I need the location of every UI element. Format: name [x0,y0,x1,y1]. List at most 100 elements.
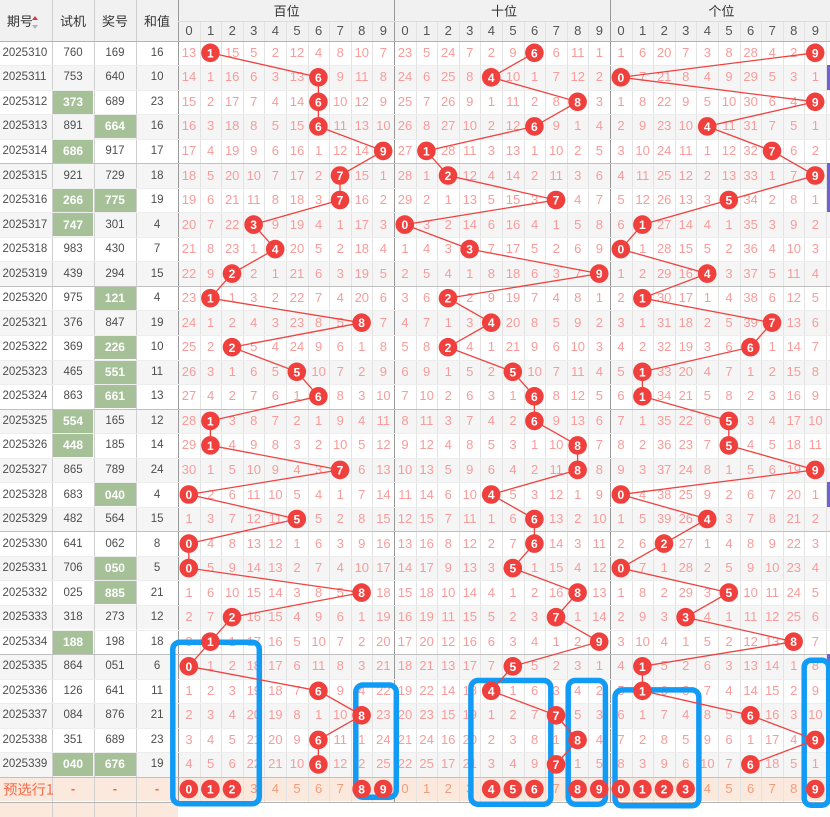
svg-text:8: 8 [574,733,581,747]
svg-text:2: 2 [445,341,452,355]
svg-text:8: 8 [358,316,365,330]
svg-text:2: 2 [229,611,236,625]
svg-text:5: 5 [725,194,732,208]
svg-text:0: 0 [185,488,192,502]
svg-text:4: 4 [272,243,279,257]
svg-text:0: 0 [617,562,624,576]
svg-text:9: 9 [380,783,387,797]
svg-text:2: 2 [229,783,236,797]
svg-text:7: 7 [769,316,776,330]
svg-text:1: 1 [639,218,646,232]
svg-text:8: 8 [574,439,581,453]
svg-text:5: 5 [725,439,732,453]
svg-text:8: 8 [574,95,581,109]
svg-text:7: 7 [553,758,560,772]
svg-text:2: 2 [445,169,452,183]
svg-text:4: 4 [704,120,711,134]
svg-text:2: 2 [229,341,236,355]
svg-text:0: 0 [185,660,192,674]
svg-text:9: 9 [812,46,819,60]
svg-text:1: 1 [207,414,214,428]
svg-text:6: 6 [315,71,322,85]
svg-text:4: 4 [488,316,495,330]
svg-text:0: 0 [617,243,624,257]
svg-text:5: 5 [509,783,516,797]
svg-text:9: 9 [596,635,603,649]
svg-text:5: 5 [509,562,516,576]
svg-text:5: 5 [509,660,516,674]
svg-text:0: 0 [185,537,192,551]
svg-text:4: 4 [704,513,711,527]
svg-text:0: 0 [617,488,624,502]
svg-text:8: 8 [358,783,365,797]
svg-text:6: 6 [531,414,538,428]
svg-text:2: 2 [445,292,452,306]
svg-text:4: 4 [704,267,711,281]
svg-text:6: 6 [531,120,538,134]
svg-text:1: 1 [639,292,646,306]
svg-text:8: 8 [574,783,581,797]
svg-text:7: 7 [337,463,344,477]
svg-text:6: 6 [315,95,322,109]
svg-text:5: 5 [725,414,732,428]
svg-text:6: 6 [747,758,754,772]
svg-text:6: 6 [315,120,322,134]
svg-text:5: 5 [293,513,300,527]
svg-text:8: 8 [358,586,365,600]
svg-text:0: 0 [617,783,624,797]
svg-text:7: 7 [337,169,344,183]
svg-text:1: 1 [639,684,646,698]
svg-text:0: 0 [401,218,408,232]
svg-text:6: 6 [747,341,754,355]
svg-text:9: 9 [812,463,819,477]
svg-text:5: 5 [293,365,300,379]
svg-text:6: 6 [315,733,322,747]
svg-text:9: 9 [596,267,603,281]
svg-text:4: 4 [488,783,495,797]
svg-text:5: 5 [509,365,516,379]
svg-text:6: 6 [531,390,538,404]
svg-text:7: 7 [769,144,776,158]
svg-text:8: 8 [790,635,797,649]
svg-text:1: 1 [207,635,214,649]
svg-text:3: 3 [682,611,689,625]
svg-text:3: 3 [682,783,689,797]
svg-text:1: 1 [207,783,214,797]
svg-text:6: 6 [315,390,322,404]
svg-text:2: 2 [229,267,236,281]
svg-text:4: 4 [488,684,495,698]
svg-text:9: 9 [596,783,603,797]
svg-text:7: 7 [553,709,560,723]
svg-text:2: 2 [661,783,668,797]
svg-text:0: 0 [185,562,192,576]
svg-text:6: 6 [747,709,754,723]
svg-text:0: 0 [617,71,624,85]
svg-text:6: 6 [315,758,322,772]
svg-text:7: 7 [553,611,560,625]
svg-text:8: 8 [358,709,365,723]
svg-text:9: 9 [812,733,819,747]
svg-text:9: 9 [812,783,819,797]
svg-text:1: 1 [639,390,646,404]
svg-text:7: 7 [553,194,560,208]
svg-text:1: 1 [207,46,214,60]
svg-text:6: 6 [531,783,538,797]
svg-text:1: 1 [639,783,646,797]
svg-text:1: 1 [423,144,430,158]
svg-text:6: 6 [531,513,538,527]
svg-text:1: 1 [207,292,214,306]
svg-text:1: 1 [207,439,214,453]
svg-text:9: 9 [812,169,819,183]
svg-text:3: 3 [250,218,257,232]
svg-text:6: 6 [315,684,322,698]
svg-text:2: 2 [661,537,668,551]
svg-text:1: 1 [639,660,646,674]
svg-text:8: 8 [574,463,581,477]
svg-text:9: 9 [380,144,387,158]
svg-text:9: 9 [812,95,819,109]
svg-text:4: 4 [488,488,495,502]
svg-text:6: 6 [531,46,538,60]
svg-text:5: 5 [725,586,732,600]
svg-text:1: 1 [639,365,646,379]
svg-text:7: 7 [337,194,344,208]
